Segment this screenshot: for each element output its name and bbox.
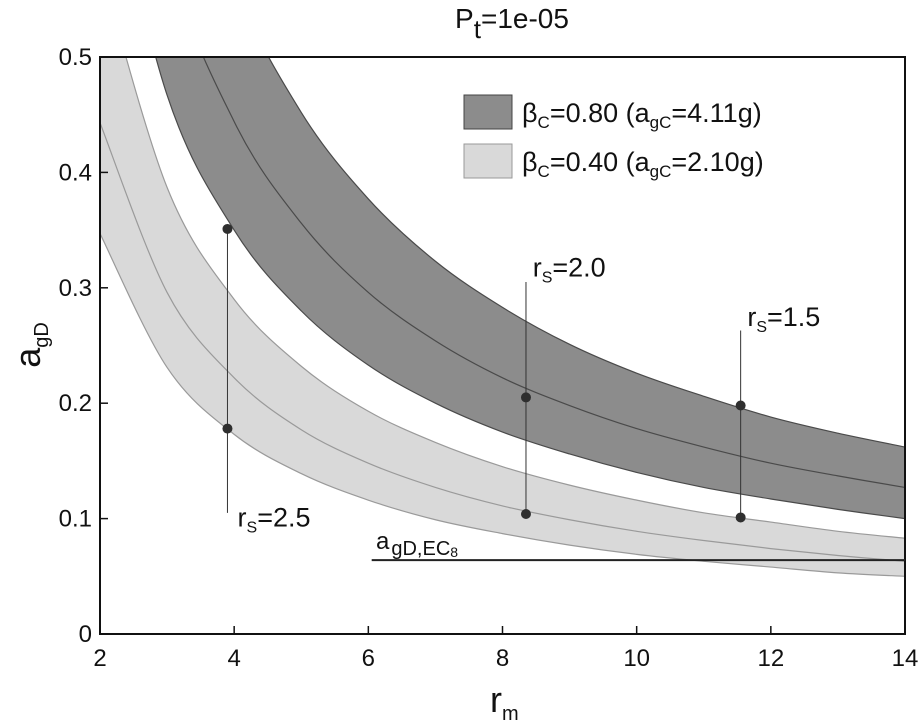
y-axis-label: agD: [7, 322, 53, 368]
reference-line-label: a gD,EC8: [376, 528, 458, 560]
y-axis-label-main: a: [7, 347, 48, 368]
reference-label-sub2: 8: [450, 544, 458, 560]
x-tick-label: 10: [623, 645, 650, 672]
x-axis-label-main: r: [490, 679, 502, 720]
ratio-label-sub: S: [247, 520, 258, 537]
x-tick-label: 6: [362, 645, 375, 672]
ratio-label-sub: S: [542, 269, 553, 286]
series-light-center-line: [100, 122, 905, 562]
ratio-label-rest: =1.5: [767, 302, 820, 332]
legend-swatch-dark: [463, 94, 513, 130]
y-tick-label: 0.2: [59, 390, 92, 417]
ratio-label-sub: S: [756, 319, 767, 336]
band-dark-upper-edge: [267, 57, 905, 448]
legend-dark-end: =4.11g): [671, 98, 761, 128]
chart-title: Pt=1e-05: [455, 3, 569, 44]
y-tick-label: 0: [79, 621, 92, 648]
x-tick-label: 8: [496, 645, 509, 672]
band-dark-lower-edge: [155, 57, 905, 520]
legend-light-beta: β: [522, 147, 538, 177]
marker-point-1: [222, 423, 233, 434]
y-tick-label: 0.3: [59, 275, 92, 302]
band-light-upper-edge: [125, 57, 905, 539]
ratio-label-0: rS=2.5: [238, 503, 311, 537]
chart-title-main: P: [455, 3, 474, 34]
legend: βC=0.80 (agC=4.11g) βC=0.40 (agC=2.10g): [463, 94, 764, 181]
ratio-label-1: rS=2.0: [533, 252, 606, 286]
x-tick-label: 4: [227, 645, 240, 672]
chart-title-sub: t: [474, 14, 482, 44]
marker-point-5: [735, 512, 746, 523]
ratio-label-rest: =2.0: [552, 252, 605, 282]
ratio-label-2: rS=1.5: [747, 302, 820, 336]
marker-point-3: [520, 508, 531, 519]
legend-entry-dark: βC=0.80 (agC=4.11g): [522, 98, 762, 132]
y-tick-label: 0.5: [59, 44, 92, 71]
reference-label-main: a: [376, 528, 390, 555]
legend-dark-mid: =0.80 (a: [550, 98, 651, 128]
y-tick-label: 0.4: [59, 159, 92, 186]
band-light: [100, 57, 905, 577]
plot-area: [100, 57, 905, 577]
marker-point-4: [735, 400, 746, 411]
legend-light-end: =2.10g): [671, 147, 763, 177]
marker-point-0: [222, 223, 233, 234]
band-light-lower-edge: [100, 233, 905, 577]
ratio-label-main: r: [747, 302, 756, 332]
legend-light-beta-sub: C: [538, 162, 550, 181]
ratio-label-main: r: [533, 252, 542, 282]
y-tick-label: 0.1: [59, 506, 92, 533]
y-axis-label-sub: gD: [31, 322, 53, 348]
legend-dark-beta-sub: C: [538, 113, 550, 132]
legend-dark-beta: β: [522, 98, 538, 128]
annotations: rS=2.5rS=2.0rS=1.5: [222, 223, 905, 562]
x-tick-label: 12: [757, 645, 784, 672]
ratio-label-main: r: [238, 503, 247, 533]
legend-light-a-sub: gC: [650, 162, 672, 181]
marker-point-2: [520, 392, 531, 403]
series-dark-center-line: [202, 57, 905, 489]
reference-label-sub: gD,EC: [391, 538, 450, 560]
legend-entry-light: βC=0.40 (agC=2.10g): [522, 147, 764, 181]
x-tick-label: 2: [93, 645, 106, 672]
ticks: 2 4 6 8 10 12 14 0 0.1 0.2 0.3 0.4 0.5: [59, 44, 919, 672]
legend-swatch-light: [463, 143, 513, 179]
band-dark: [155, 57, 905, 519]
chart-title-rest: =1e-05: [481, 3, 569, 34]
legend-dark-a-sub: gC: [650, 113, 672, 132]
x-axis-label-sub: m: [502, 703, 519, 725]
legend-light-mid: =0.40 (a: [550, 147, 651, 177]
x-tick-label: 14: [892, 645, 919, 672]
ratio-label-rest: =2.5: [257, 503, 310, 533]
x-axis-label: rm: [490, 679, 519, 725]
